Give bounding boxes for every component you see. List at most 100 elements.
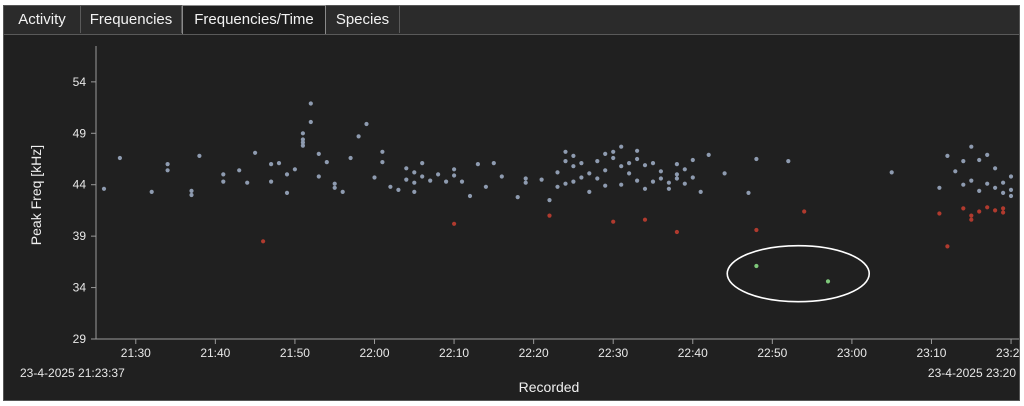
data-point (284, 190, 290, 195)
data-point (189, 192, 194, 198)
data-point (754, 263, 759, 269)
x-tick-label: 21:50 (280, 346, 310, 360)
x-tick-label: 22:30 (598, 346, 628, 360)
x-start-label: 23-4-2025 21:23:37 (20, 366, 125, 380)
x-tick-label: 23:20 (996, 346, 1019, 360)
data-point (674, 229, 680, 235)
data-point (658, 169, 664, 174)
x-axis-title: Recorded (519, 379, 580, 395)
data-point (117, 155, 122, 161)
data-point (754, 227, 759, 233)
data-point (332, 181, 337, 186)
data-point (539, 177, 544, 182)
data-point (635, 156, 640, 162)
data-point (396, 187, 401, 192)
axes: 29 34 39 44 49 54 21:30 21:40 21:50 22:00 22:10 22:… (73, 46, 1019, 360)
data-point (380, 160, 385, 165)
data-point (444, 179, 449, 184)
data-point (571, 164, 576, 169)
data-point (627, 161, 632, 166)
data-point (635, 178, 640, 183)
data-point (340, 189, 345, 194)
y-tick-label: 49 (73, 126, 87, 140)
data-point (571, 153, 576, 158)
data-point (1001, 190, 1006, 195)
data-point (945, 153, 950, 158)
tab-frequencies-time[interactable]: Frequencies/Time (182, 5, 326, 34)
data-point (595, 176, 600, 181)
data-point (698, 189, 703, 194)
data-point (253, 150, 258, 155)
x-tick-label: 22:00 (359, 346, 389, 360)
data-point (658, 176, 664, 181)
data-point (650, 161, 656, 166)
tab-species[interactable]: Species (326, 6, 400, 33)
data-point (945, 244, 950, 249)
data-point (746, 190, 751, 195)
data-point (563, 181, 568, 186)
data-point (786, 159, 791, 164)
data-point (682, 167, 687, 172)
data-point (459, 179, 465, 184)
data-point (706, 152, 711, 157)
data-point (436, 172, 441, 177)
y-tick-label: 39 (73, 229, 87, 243)
data-point (483, 184, 488, 189)
data-point (674, 176, 680, 181)
data-point (189, 188, 194, 193)
data-point (412, 180, 417, 185)
data-point (420, 161, 425, 166)
data-point (674, 162, 680, 167)
data-point (308, 119, 313, 125)
data-point (1008, 187, 1014, 192)
data-point (316, 151, 321, 156)
data-point (308, 101, 313, 106)
data-point (690, 157, 695, 163)
data-point (300, 140, 305, 145)
data-point (579, 161, 584, 166)
data-point (587, 189, 592, 194)
chart-window: Activity Frequencies Frequencies/Time Sp… (3, 5, 1020, 401)
data-point (627, 171, 632, 176)
data-point (404, 166, 409, 171)
data-point (619, 144, 624, 149)
data-point (276, 161, 282, 166)
data-point (221, 179, 226, 184)
data-point (269, 179, 274, 184)
data-point (977, 209, 982, 214)
data-point (324, 160, 329, 165)
data-point (993, 185, 998, 190)
data-point (149, 189, 154, 194)
data-point (825, 279, 831, 284)
data-point (221, 172, 226, 177)
y-tick-label: 44 (73, 178, 87, 192)
data-point (475, 162, 480, 167)
data-point (977, 157, 982, 163)
data-point (977, 188, 982, 193)
data-point (1001, 180, 1006, 185)
tab-activity[interactable]: Activity (4, 6, 81, 33)
data-point (452, 221, 457, 226)
data-point (953, 169, 958, 174)
x-tick-label: 23:00 (837, 346, 867, 360)
data-point (603, 168, 608, 173)
tab-frequencies[interactable]: Frequencies (81, 6, 182, 33)
x-tick-label: 21:30 (121, 346, 151, 360)
scatter-chart: 29 34 39 44 49 54 21:30 21:40 21:50 22:00 22:10 22:… (20, 46, 1019, 395)
data-point (428, 178, 433, 183)
data-point (674, 172, 680, 177)
data-point (993, 208, 998, 213)
data-point (619, 182, 624, 187)
data-point (555, 170, 560, 175)
data-point (802, 209, 807, 214)
data-point (985, 205, 990, 210)
data-point (547, 198, 552, 203)
data-point (571, 179, 576, 184)
y-tick-label: 34 (73, 281, 87, 295)
data-point (237, 168, 242, 173)
data-point (467, 193, 473, 199)
data-point (754, 156, 759, 162)
data-point (611, 155, 616, 161)
data-point (515, 195, 520, 200)
data-point (284, 172, 290, 177)
